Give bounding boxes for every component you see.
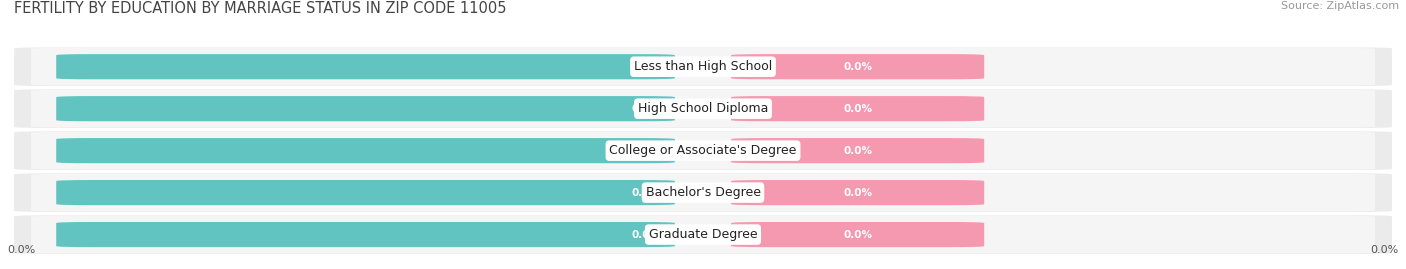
FancyBboxPatch shape <box>731 180 984 205</box>
Text: 0.0%: 0.0% <box>844 146 872 156</box>
FancyBboxPatch shape <box>31 48 1375 86</box>
FancyBboxPatch shape <box>731 138 984 163</box>
Text: 0.0%: 0.0% <box>1371 245 1399 255</box>
FancyBboxPatch shape <box>56 180 675 205</box>
FancyBboxPatch shape <box>14 89 1392 128</box>
Text: 0.0%: 0.0% <box>631 62 661 72</box>
Text: 0.0%: 0.0% <box>844 62 872 72</box>
FancyBboxPatch shape <box>731 96 984 121</box>
Text: FERTILITY BY EDUCATION BY MARRIAGE STATUS IN ZIP CODE 11005: FERTILITY BY EDUCATION BY MARRIAGE STATU… <box>14 1 506 16</box>
Text: Less than High School: Less than High School <box>634 60 772 73</box>
Text: Bachelor's Degree: Bachelor's Degree <box>645 186 761 199</box>
Text: High School Diploma: High School Diploma <box>638 102 768 115</box>
Text: Source: ZipAtlas.com: Source: ZipAtlas.com <box>1281 1 1399 11</box>
FancyBboxPatch shape <box>31 216 1375 253</box>
FancyBboxPatch shape <box>14 173 1392 212</box>
Text: 0.0%: 0.0% <box>7 245 35 255</box>
FancyBboxPatch shape <box>56 138 675 163</box>
FancyBboxPatch shape <box>56 96 675 121</box>
FancyBboxPatch shape <box>31 90 1375 128</box>
FancyBboxPatch shape <box>31 174 1375 211</box>
FancyBboxPatch shape <box>31 132 1375 169</box>
FancyBboxPatch shape <box>56 54 675 79</box>
Text: 0.0%: 0.0% <box>844 104 872 114</box>
FancyBboxPatch shape <box>14 215 1392 254</box>
Text: 0.0%: 0.0% <box>844 187 872 198</box>
FancyBboxPatch shape <box>56 222 675 247</box>
FancyBboxPatch shape <box>731 222 984 247</box>
Text: College or Associate's Degree: College or Associate's Degree <box>609 144 797 157</box>
FancyBboxPatch shape <box>731 54 984 79</box>
Text: 0.0%: 0.0% <box>844 229 872 240</box>
FancyBboxPatch shape <box>14 131 1392 170</box>
Text: Graduate Degree: Graduate Degree <box>648 228 758 241</box>
Text: 0.0%: 0.0% <box>631 104 661 114</box>
Text: 0.0%: 0.0% <box>631 229 661 240</box>
FancyBboxPatch shape <box>14 47 1392 86</box>
Text: 0.0%: 0.0% <box>631 187 661 198</box>
Text: 0.0%: 0.0% <box>631 146 661 156</box>
